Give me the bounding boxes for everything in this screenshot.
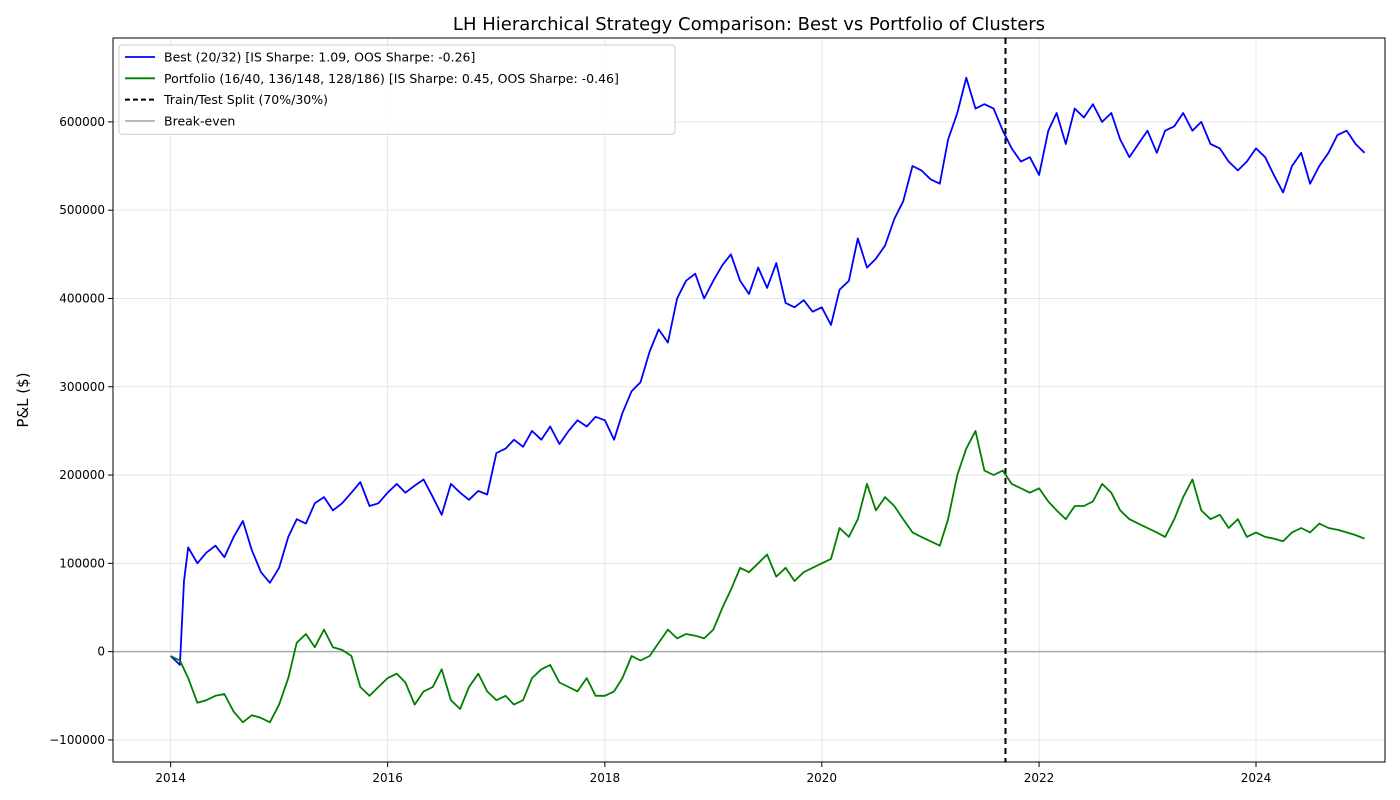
reference-lines	[113, 38, 1385, 762]
y-tick-label: 400000	[59, 291, 105, 305]
legend-entry-split-label: Train/Test Split (70%/30%)	[163, 92, 328, 107]
y-axis-label: P&L ($)	[14, 372, 32, 427]
x-tick-label: 2016	[372, 771, 403, 785]
legend: Best (20/32) [IS Sharpe: 1.09, OOS Sharp…	[118, 44, 676, 135]
chart-title: LH Hierarchical Strategy Comparison: Bes…	[453, 14, 1045, 35]
y-tick-label: 300000	[59, 380, 105, 394]
y-tick-label: −100000	[49, 733, 105, 747]
legend-box	[118, 44, 676, 135]
legend-entry-break-even-label: Break-even	[164, 113, 235, 128]
grid	[113, 38, 1385, 762]
legend-entry-best-label: Best (20/32) [IS Sharpe: 1.09, OOS Sharp…	[164, 50, 475, 65]
y-tick-label: 200000	[59, 468, 105, 482]
legend-entry-portfolio-label: Portfolio (16/40, 136/148, 128/186) [IS …	[164, 71, 619, 86]
y-tick-label: 500000	[59, 203, 105, 217]
plot-frame	[112, 37, 1386, 763]
y-tick-label: 100000	[59, 556, 105, 570]
x-axis-ticks: 2014 2016 2018 2020 2022 2024	[155, 762, 1271, 785]
x-tick-label: 2014	[155, 771, 186, 785]
best-series-line	[170, 76, 1366, 666]
x-tick-label: 2022	[1024, 771, 1055, 785]
x-tick-label: 2024	[1241, 771, 1272, 785]
y-tick-label: 0	[97, 645, 105, 659]
series-lines	[170, 76, 1366, 724]
x-tick-label: 2020	[807, 771, 838, 785]
x-tick-label: 2018	[590, 771, 621, 785]
y-axis-ticks: −100000 0 100000 200000 300000 400000 500000 60…	[49, 115, 113, 747]
y-tick-label: 600000	[59, 115, 105, 129]
portfolio-series-line	[170, 430, 1365, 724]
